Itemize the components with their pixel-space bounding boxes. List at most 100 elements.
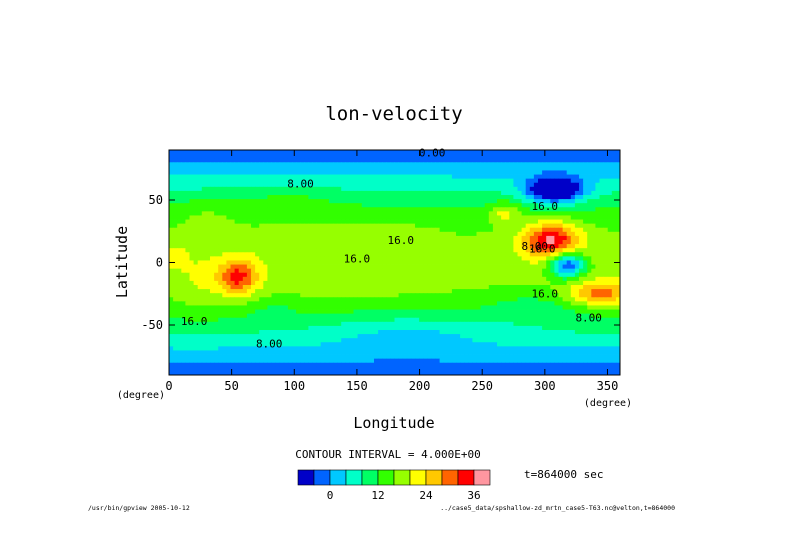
field-cell xyxy=(222,293,227,298)
field-cell xyxy=(349,235,354,241)
field-cell xyxy=(300,309,305,315)
field-cell xyxy=(226,248,231,253)
field-cell xyxy=(300,215,305,220)
field-cell xyxy=(566,199,572,204)
field-cell xyxy=(238,154,244,159)
field-cell xyxy=(320,313,326,319)
field-cell xyxy=(550,289,555,294)
field-cell xyxy=(513,190,518,196)
field-cell xyxy=(390,174,395,180)
field-cell xyxy=(205,317,211,323)
field-cell xyxy=(451,330,457,335)
field-cell xyxy=(369,162,375,167)
field-cell xyxy=(472,317,477,323)
field-cell xyxy=(259,252,264,257)
field-cell xyxy=(558,260,563,265)
field-cell xyxy=(382,170,387,175)
field-cell xyxy=(611,195,617,200)
field-cell xyxy=(579,166,584,171)
field-cell xyxy=(349,305,354,310)
field-cell xyxy=(517,256,522,261)
field-cell xyxy=(484,256,490,261)
field-cell xyxy=(214,158,219,163)
field-cell xyxy=(603,154,609,159)
field-cell xyxy=(292,256,297,261)
field-cell xyxy=(599,256,604,261)
field-cell xyxy=(283,215,289,220)
field-cell xyxy=(398,301,404,306)
field-cell xyxy=(591,195,596,200)
field-cell xyxy=(320,268,326,274)
field-cell xyxy=(341,190,346,196)
field-cell xyxy=(357,223,363,229)
field-cell xyxy=(460,289,465,294)
field-cell xyxy=(251,215,256,220)
field-cell xyxy=(427,231,432,237)
field-cell xyxy=(201,289,207,294)
field-cell xyxy=(369,289,375,294)
field-cell xyxy=(394,227,399,233)
field-cell xyxy=(201,207,207,212)
field-cell xyxy=(480,162,486,167)
field-cell xyxy=(255,293,260,298)
field-cell xyxy=(374,325,379,331)
field-cell xyxy=(533,219,539,225)
field-cell xyxy=(296,325,301,331)
field-cell xyxy=(193,227,199,233)
field-cell xyxy=(210,256,215,261)
field-cell xyxy=(255,223,260,229)
field-cell xyxy=(189,227,194,233)
field-cell xyxy=(226,190,231,196)
field-cell xyxy=(369,174,375,180)
field-cell xyxy=(349,313,354,319)
field-cell xyxy=(267,289,272,294)
field-cell xyxy=(246,313,252,319)
field-cell xyxy=(456,199,461,204)
field-cell xyxy=(501,252,506,257)
field-cell xyxy=(312,276,317,282)
field-cell xyxy=(423,268,428,274)
field-cell xyxy=(230,256,235,261)
field-cell xyxy=(169,264,174,270)
field-cell xyxy=(583,227,588,233)
field-cell xyxy=(193,317,199,323)
field-cell xyxy=(374,231,379,237)
field-cell xyxy=(292,280,297,286)
field-cell xyxy=(374,215,379,220)
field-cell xyxy=(304,256,309,261)
field-cell xyxy=(517,219,522,225)
field-cell xyxy=(185,313,190,319)
field-cell xyxy=(357,199,363,204)
field-cell xyxy=(386,207,391,212)
field-cell xyxy=(533,211,539,216)
field-cell xyxy=(324,309,330,315)
field-cell xyxy=(566,285,572,290)
field-cell xyxy=(238,158,244,163)
field-cell xyxy=(300,182,305,188)
field-cell xyxy=(312,223,317,229)
field-cell xyxy=(324,186,330,192)
field-cell xyxy=(550,231,555,237)
field-cell xyxy=(353,195,358,200)
field-cell xyxy=(591,150,596,155)
field-cell xyxy=(333,276,338,282)
field-cell xyxy=(201,215,207,220)
field-cell xyxy=(177,219,182,225)
field-cell xyxy=(451,203,457,208)
field-cell xyxy=(230,158,235,163)
field-cell xyxy=(341,182,346,188)
field-cell xyxy=(308,285,313,290)
field-cell xyxy=(287,297,293,302)
field-cell xyxy=(488,203,494,208)
field-cell xyxy=(435,325,440,331)
field-cell xyxy=(533,227,539,233)
field-cell xyxy=(386,330,391,335)
field-cell xyxy=(451,215,457,220)
field-cell xyxy=(587,199,592,204)
field-cell xyxy=(550,178,555,184)
field-cell xyxy=(283,227,289,233)
field-cell xyxy=(287,272,293,278)
field-cell xyxy=(296,211,301,216)
field-cell xyxy=(246,219,252,225)
field-cell xyxy=(255,170,260,175)
